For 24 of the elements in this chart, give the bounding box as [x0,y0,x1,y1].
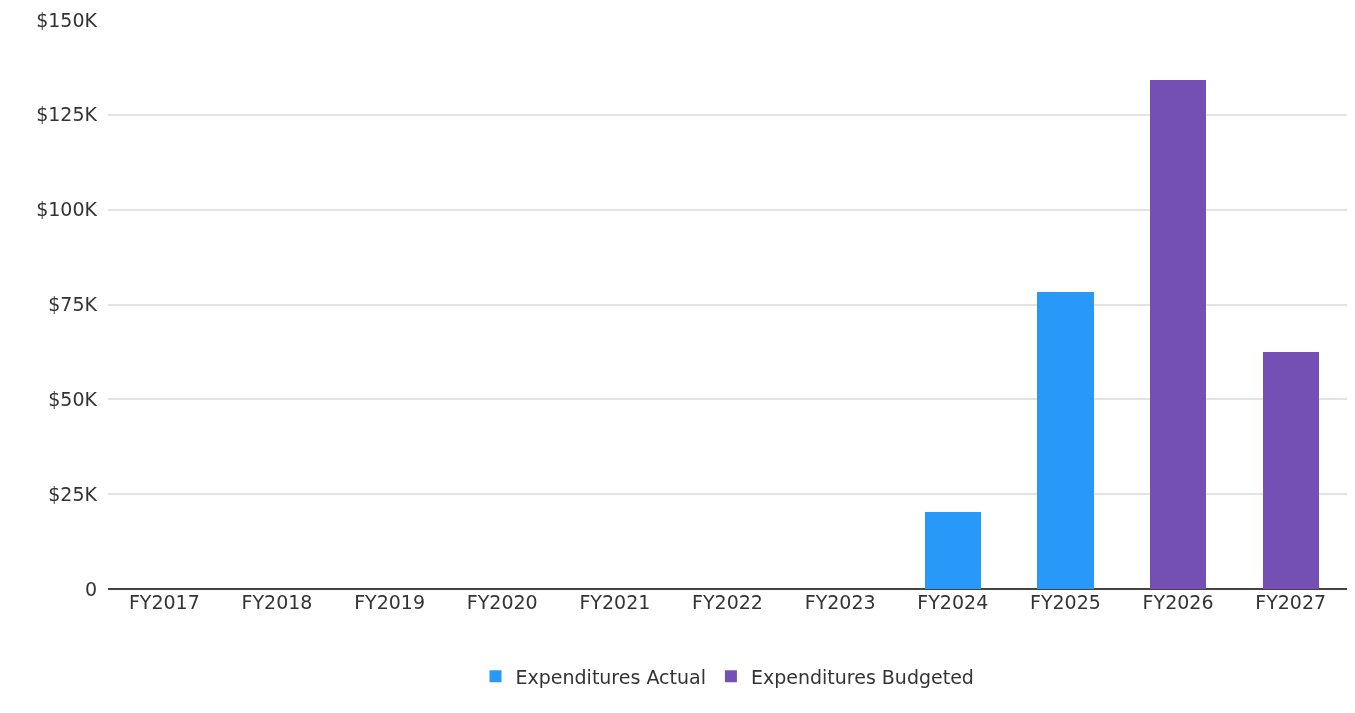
y-tick-label: 0 [84,577,97,600]
legend-label: Expenditures Actual [515,665,706,688]
x-tick-label: FY2027 [1255,591,1327,613]
x-tick-label: FY2023 [804,591,876,613]
x-tick-label: FY2019 [354,591,426,613]
legend-label: Expenditures Budgeted [750,665,974,688]
bar [1149,79,1207,589]
y-tick-label: $125K [36,103,98,126]
x-tick-label: FY2017 [128,591,200,613]
y-tick-label: $50K [48,387,98,410]
bar [1262,351,1319,589]
x-tick-label: FY2021 [579,591,651,613]
x-tick-label: FY2022 [692,591,763,613]
x-tick-label: FY2020 [466,591,538,613]
bar [924,512,981,589]
x-tick-label: FY2026 [1142,591,1214,613]
x-tick-label: FY2018 [241,591,313,613]
y-tick-label: $25K [48,482,98,505]
y-tick-label: $100K [36,198,98,221]
y-tick-label: $75K [48,293,98,316]
bar [1037,291,1094,589]
x-tick-label: FY2025 [1029,591,1101,613]
x-tick-label: FY2024 [917,591,989,613]
y-tick-label: $150K [36,8,98,31]
